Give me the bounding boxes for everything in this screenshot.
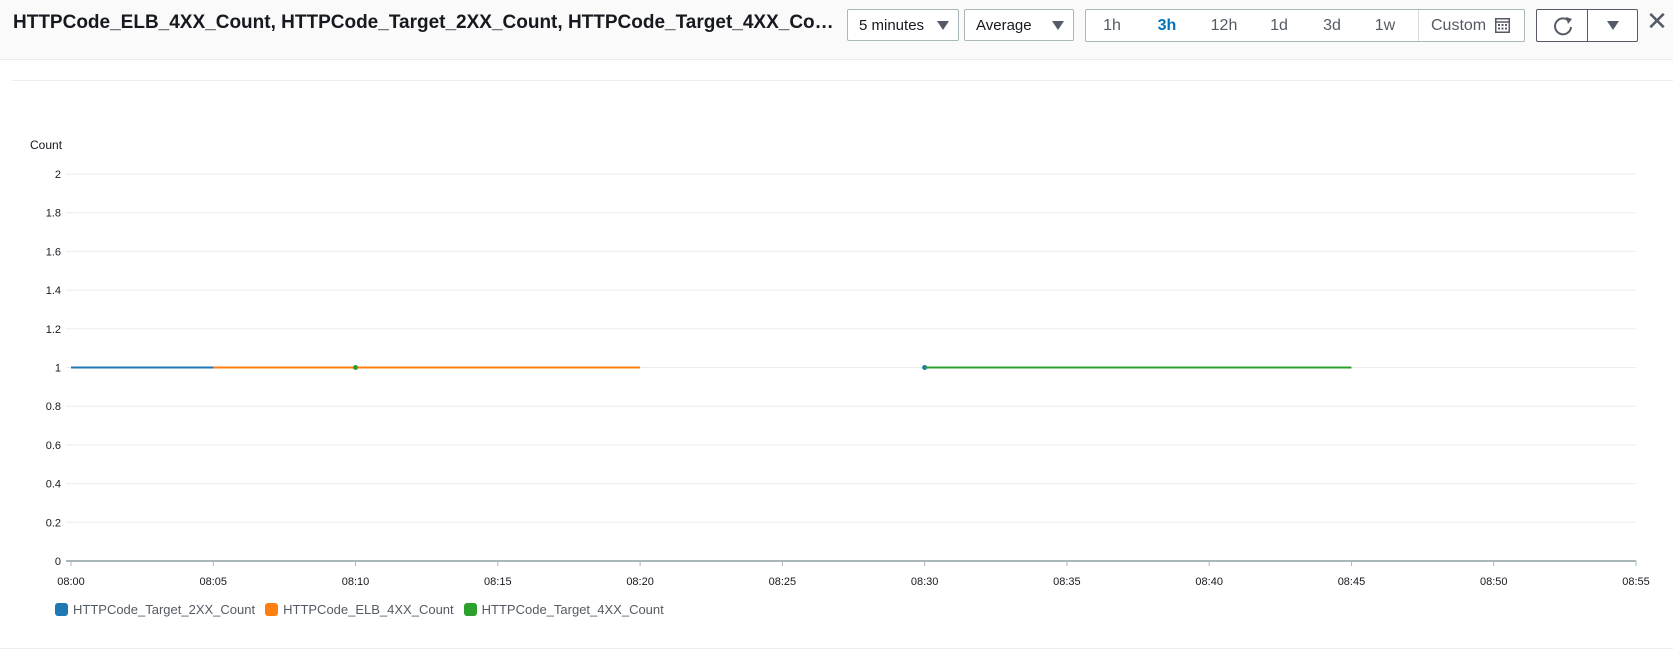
legend-swatch <box>55 602 68 616</box>
x-tick-label: 08:05 <box>200 576 228 588</box>
y-tick-label: 0 <box>55 556 61 568</box>
legend-label: HTTPCode_Target_2XX_Count <box>73 601 256 617</box>
range-1d-button[interactable]: 1d <box>1270 17 1288 34</box>
x-axis-ticks: 08:00 08:05 08:10 08:15 08:20 08:25 08:30 08:35… <box>57 561 1650 588</box>
close-icon[interactable]: ✕ <box>1646 6 1668 36</box>
legend-swatch <box>463 602 477 616</box>
y-tick-label: 1.8 <box>46 208 61 220</box>
legend-swatch <box>265 602 279 616</box>
legend-item[interactable]: HTTPCode_Target_4XX_Count <box>463 601 664 617</box>
x-tick-label: 08:35 <box>1053 576 1081 588</box>
custom-range-label: Custom <box>1431 17 1487 34</box>
divider <box>0 648 1673 649</box>
legend-item[interactable]: HTTPCode_ELB_4XX_Count <box>265 602 454 617</box>
y-axis-label: Count <box>30 138 63 152</box>
caret-down-icon <box>1052 21 1064 30</box>
range-3h-button[interactable]: 3h <box>1157 17 1177 34</box>
range-3d-button[interactable]: 3d <box>1323 17 1341 34</box>
y-tick-label: 1.4 <box>46 285 61 297</box>
range-12h-button[interactable]: 12h <box>1210 17 1238 34</box>
statistic-select-value: Average <box>976 16 1032 34</box>
divider <box>12 80 1673 81</box>
x-tick-label: 08:30 <box>911 576 939 588</box>
period-select[interactable]: 5 minutes <box>847 9 959 41</box>
x-tick-label: 08:45 <box>1338 576 1366 588</box>
statistic-select[interactable]: Average <box>964 9 1074 41</box>
legend-label: HTTPCode_Target_4XX_Count <box>481 601 664 617</box>
legend-label: HTTPCode_ELB_4XX_Count <box>283 601 454 617</box>
caret-down-icon <box>1607 21 1619 30</box>
more-actions-button[interactable] <box>1587 9 1638 42</box>
calendar-icon <box>1495 18 1510 33</box>
y-tick-label: 0.2 <box>46 517 61 529</box>
y-tick-label: 2 <box>55 169 61 181</box>
y-tick-label: 0.6 <box>46 440 61 452</box>
x-tick-label: 08:55 <box>1622 576 1650 588</box>
range-1w-button[interactable]: 1w <box>1374 17 1396 34</box>
data-point <box>353 365 359 370</box>
range-1h-button[interactable]: 1h <box>1103 17 1121 34</box>
chart-legend: HTTPCode_Target_2XX_Count HTTPCode_ELB_4X… <box>55 599 674 619</box>
x-tick-label: 08:15 <box>484 576 512 588</box>
chart-series <box>71 365 1352 370</box>
x-tick-label: 08:25 <box>769 576 797 588</box>
time-range-selector: 1h 3h 12h 1d 3d 1w Custom <box>1085 9 1525 42</box>
refresh-icon <box>1554 17 1572 36</box>
x-tick-label: 08:10 <box>342 576 370 588</box>
x-tick-label: 08:50 <box>1480 576 1508 588</box>
y-tick-label: 1.6 <box>46 246 61 258</box>
x-tick-label: 08:40 <box>1195 576 1223 588</box>
y-tick-label: 0.8 <box>46 401 61 413</box>
custom-range-button[interactable]: Custom <box>1418 10 1524 41</box>
y-tick-label: 1.2 <box>46 324 61 336</box>
x-tick-label: 08:00 <box>57 576 85 588</box>
chart-grid <box>66 173 1636 562</box>
y-tick-label: 0.4 <box>46 479 61 491</box>
y-tick-label: 1 <box>55 363 61 375</box>
period-select-value: 5 minutes <box>859 16 925 34</box>
caret-down-icon <box>937 21 949 30</box>
y-axis-ticks: 0 0.2 0.4 0.6 0.8 1 1.2 1.4 1.6 1.8 2 <box>46 169 61 568</box>
x-tick-label: 08:20 <box>626 576 654 588</box>
refresh-button[interactable] <box>1536 9 1588 42</box>
legend-item[interactable]: HTTPCode_Target_2XX_Count <box>55 602 255 617</box>
widget-header: HTTPCode_ELB_4XX_Count, HTTPCode_Target_… <box>0 0 1673 60</box>
